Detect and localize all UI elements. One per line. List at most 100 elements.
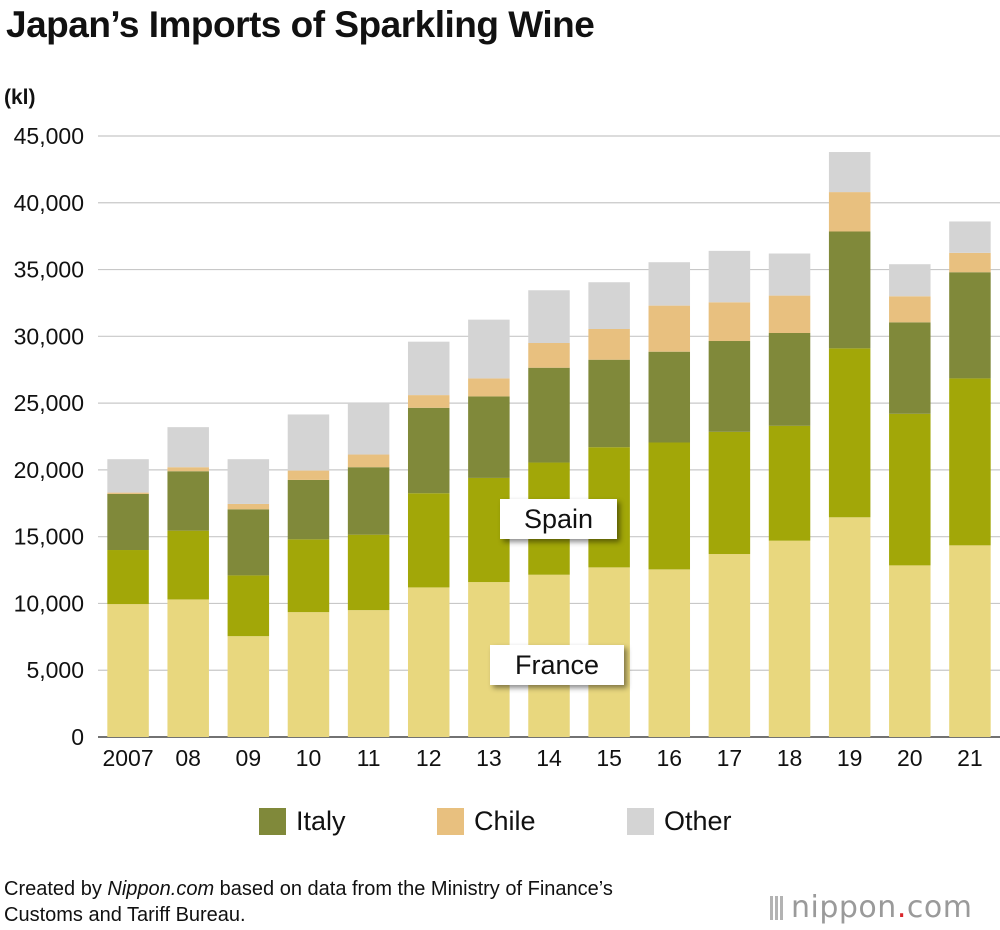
y-tick-label: 20,000: [14, 457, 84, 483]
y-tick-label: 45,000: [14, 123, 84, 149]
bar-segment-france: [107, 604, 149, 737]
bar-segment-chile: [889, 296, 931, 323]
bar-segment-other: [347, 403, 390, 455]
bar-segment-italy: [708, 341, 751, 432]
x-tick-label: 17: [717, 745, 743, 771]
y-tick-label: 0: [71, 724, 84, 750]
bar-segment-other: [889, 264, 931, 297]
bar-segment-italy: [107, 493, 149, 551]
legend-label-italy: Italy: [296, 806, 346, 836]
bar-segment-spain: [889, 413, 931, 566]
bar-segment-france: [889, 565, 931, 737]
bar-segment-spain: [107, 550, 149, 605]
legend-item-other: Other: [627, 806, 732, 837]
bar-segment-chile: [107, 492, 149, 494]
bar-segment-spain: [949, 378, 991, 546]
y-tick-label: 5,000: [26, 657, 84, 683]
chart-title: Japan’s Imports of Sparkling Wine: [6, 4, 595, 45]
y-tick-label: 25,000: [14, 390, 84, 416]
bar-segment-france: [167, 599, 209, 737]
source-name: Nippon.com: [107, 878, 215, 900]
bar-segment-other: [949, 221, 991, 253]
x-tick-label: 2007: [102, 745, 153, 771]
legend-swatch-chile: [437, 808, 464, 835]
bar-segment-spain: [287, 539, 330, 613]
y-tick-label: 10,000: [14, 590, 84, 616]
bar-segment-chile: [768, 295, 811, 333]
bar-segment-france: [648, 569, 691, 737]
bar-segment-chile: [949, 252, 991, 273]
bar-segment-spain: [708, 431, 751, 555]
bar-segment-other: [708, 250, 751, 303]
x-tick-label: 18: [777, 745, 803, 771]
legend-label-other: Other: [664, 806, 732, 836]
legend-swatch-other: [627, 808, 654, 835]
y-axis-ticks: 0 5,000 10,000 15,000 20,000 25,000 30,000 35,0…: [14, 123, 84, 750]
callout-france: France: [490, 645, 624, 685]
bar-segment-spain: [347, 534, 390, 611]
bar-segment-chile: [347, 454, 390, 468]
y-tick-label: 30,000: [14, 323, 84, 349]
bar-segment-france: [949, 545, 991, 737]
bar-segment-france: [407, 587, 450, 737]
nippon-logo: nippon. com: [770, 890, 972, 925]
y-tick-label: 15,000: [14, 524, 84, 550]
bar-segment-italy: [949, 272, 991, 379]
legend-swatch-italy: [259, 808, 286, 835]
bar-segment-france: [768, 540, 811, 737]
bar-segment-spain: [407, 493, 450, 588]
source-line-1: Created by Nippon.com based on data from…: [4, 876, 613, 902]
bar-segment-other: [227, 459, 270, 504]
bar-segment-other: [407, 341, 450, 396]
bar-segment-italy: [167, 471, 209, 531]
bar-segment-italy: [407, 407, 450, 494]
bar-segment-france: [227, 636, 270, 737]
x-tick-label: 11: [357, 745, 381, 771]
bar-segment-france: [287, 612, 330, 737]
bar-segment-chile: [227, 503, 270, 510]
legend-item-chile: Chile: [437, 806, 536, 837]
bar-segment-chile: [468, 378, 510, 397]
bar-segment-italy: [227, 509, 270, 576]
x-tick-label: 14: [536, 745, 562, 771]
bar-segment-other: [828, 152, 871, 193]
x-tick-label: 12: [416, 745, 442, 771]
bar-segment-other: [588, 282, 630, 329]
x-tick-label: 08: [175, 745, 201, 771]
bar-segment-france: [347, 610, 390, 737]
bar-segment-spain: [828, 348, 871, 518]
bar-segment-italy: [468, 396, 510, 478]
bar-segment-other: [768, 253, 811, 296]
bar-segment-spain: [167, 530, 209, 600]
bars: [107, 152, 991, 737]
bar-segment-chile: [167, 467, 209, 472]
bar-segment-other: [107, 459, 149, 493]
bar-segment-italy: [287, 479, 330, 540]
bar-segment-italy: [768, 332, 811, 426]
x-tick-label: 20: [897, 745, 923, 771]
y-tick-label: 40,000: [14, 190, 84, 216]
bar-segment-chile: [648, 305, 691, 352]
bar-segment-italy: [648, 351, 691, 443]
callout-spain: Spain: [500, 499, 617, 539]
bar-segment-italy: [528, 367, 570, 463]
bar-segment-other: [648, 262, 691, 306]
bar-segment-italy: [347, 467, 390, 535]
logo-main: nippon: [791, 890, 897, 925]
bar-segment-spain: [648, 442, 691, 570]
stacked-bar-chart: (kl) 0 5,000 10,000 15,000 20,000 25,000 30,00…: [4, 86, 1000, 771]
x-tick-label: 15: [596, 745, 622, 771]
source-note: Created by Nippon.com based on data from…: [4, 876, 613, 928]
y-tick-label: 35,000: [14, 257, 84, 283]
bar-segment-chile: [588, 328, 630, 360]
x-tick-label: 13: [476, 745, 502, 771]
logo-suffix: com: [906, 890, 973, 925]
legend-item-italy: Italy: [259, 806, 346, 837]
logo-bars-icon: [770, 895, 785, 920]
y-axis-unit: (kl): [4, 86, 36, 109]
x-tick-label: 19: [837, 745, 863, 771]
bar-segment-spain: [227, 575, 270, 637]
source-prefix: Created by: [4, 878, 108, 900]
legend: Italy Chile Other: [0, 806, 1000, 846]
x-tick-label: 21: [957, 745, 983, 771]
